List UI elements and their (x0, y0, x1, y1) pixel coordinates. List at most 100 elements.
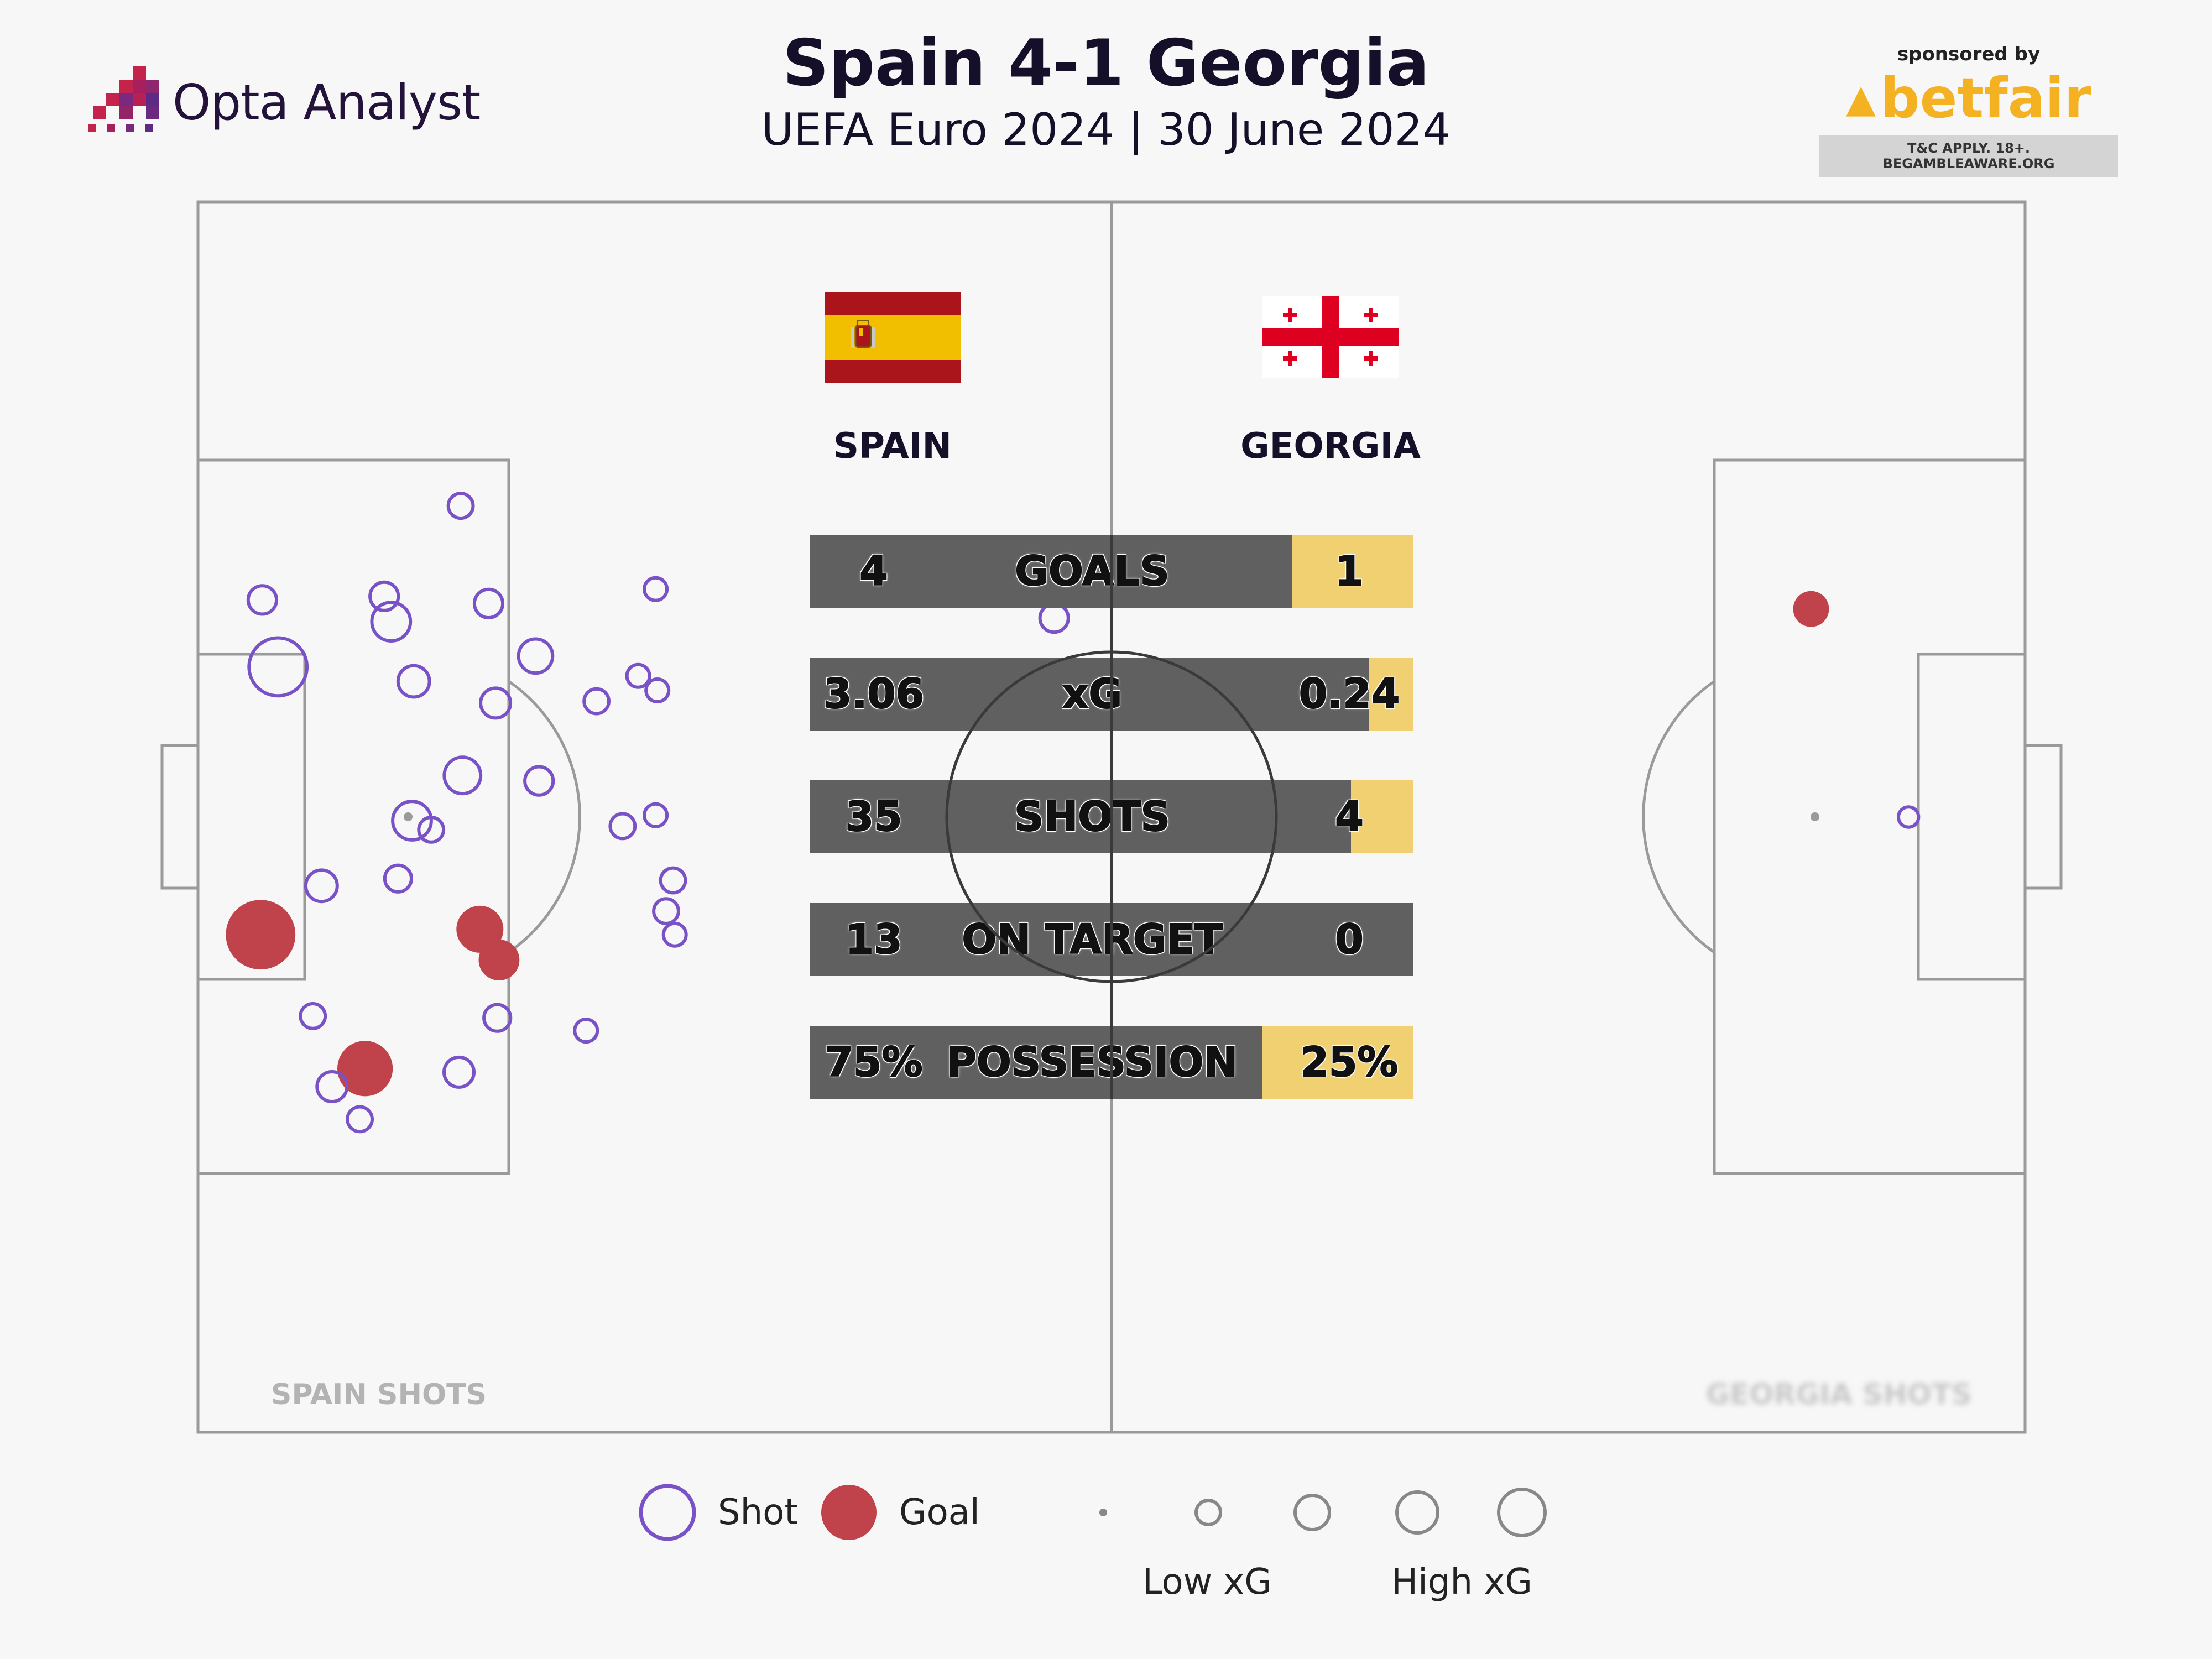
shot-marker (247, 636, 309, 698)
legend-goal-icon (821, 1485, 877, 1540)
shot-marker (625, 662, 651, 689)
shot-marker (573, 1018, 599, 1044)
goal-marker (337, 1041, 393, 1097)
stat-label: ON TARGET (961, 915, 1223, 964)
away-stat-value: 0 (1334, 915, 1364, 964)
stat-row-shots: 35 SHOTS 4 (810, 780, 1413, 853)
opta-logo-icon (88, 66, 159, 132)
stat-label: POSSESSION (946, 1038, 1239, 1087)
legend-high-xg: High xG (1391, 1562, 1532, 1603)
away-share-bar (1351, 780, 1413, 853)
shot-marker (1038, 602, 1070, 634)
stat-label: SHOTS (1014, 792, 1171, 841)
shot-marker (446, 492, 475, 520)
shot-marker (644, 677, 671, 703)
shot-marker (346, 1105, 374, 1134)
title-block: Spain 4-1 Georgia UEFA Euro 2024 | 30 Ju… (0, 28, 2212, 160)
spain-flag-icon (825, 292, 961, 383)
right-penalty-spot (1811, 812, 1819, 821)
away-stat-value: 1 (1334, 547, 1364, 596)
legend-xg-scale (1099, 1488, 1547, 1537)
sponsor-block: sponsored by ▲ betfair T&C APPLY. 18+. B… (1819, 43, 2118, 177)
xg-scale-large (1395, 1490, 1439, 1535)
shot-marker (661, 921, 688, 948)
home-stat-value: 3.06 (823, 670, 925, 718)
away-shots-label: GEORGIA SHOTS (1706, 1378, 1972, 1411)
away-team-name: GEORGIA (1240, 426, 1421, 467)
shot-marker (315, 1070, 349, 1103)
shot-marker (442, 755, 483, 796)
goal-marker (1793, 591, 1829, 627)
shot-marker (517, 637, 555, 675)
away-share-bar (1292, 535, 1413, 608)
home-stat-value: 13 (845, 915, 903, 964)
shot-marker (659, 866, 687, 895)
shot-marker (643, 802, 669, 828)
shot-marker (582, 687, 611, 716)
shot-marker (482, 1003, 513, 1033)
shot-marker (368, 580, 400, 612)
shot-marker (1897, 805, 1921, 829)
away-share-bar (1262, 1026, 1413, 1099)
shot-marker (304, 868, 339, 904)
left-goal (160, 744, 200, 890)
chart-title: Spain 4-1 Georgia (782, 26, 1430, 101)
left-penalty-spot (404, 812, 413, 821)
shot-marker (523, 765, 555, 797)
xg-scale-medium (1293, 1494, 1331, 1531)
betfair-arrow-icon: ▲ (1846, 76, 1876, 121)
shot-marker (608, 812, 637, 841)
legend-shot-label: Shot (718, 1492, 799, 1533)
shot-marker (299, 1002, 327, 1030)
stat-label: xG (1062, 670, 1123, 718)
shot-marker (383, 863, 414, 894)
shot-marker (442, 1055, 476, 1089)
brand-name: Opta Analyst (173, 74, 481, 131)
right-goal (2023, 744, 2063, 890)
brand-logo: Opta Analyst (88, 66, 481, 138)
home-team-name: SPAIN (833, 426, 952, 467)
sponsor-by-label: sponsored by (1897, 43, 2041, 65)
legend: Shot Goal Low xG High xG (0, 1482, 2212, 1626)
shot-marker (246, 584, 278, 616)
right-six-yard-box (1917, 653, 2027, 981)
stat-row-xg: 3.06 xG 0.24 (810, 658, 1413, 731)
stat-row-goals: 4 GOALS 1 (810, 535, 1413, 608)
shot-marker (370, 601, 413, 643)
stat-label: GOALS (1014, 547, 1170, 596)
goal-marker (226, 900, 296, 970)
shot-marker (652, 897, 680, 925)
xg-scale-small (1194, 1499, 1222, 1526)
georgia-flag-icon (1262, 296, 1399, 378)
sponsor-terms: T&C APPLY. 18+. BEGAMBLEAWARE.ORG (1819, 135, 2118, 177)
away-stat-value: 25% (1300, 1038, 1399, 1087)
legend-shot-icon (639, 1484, 696, 1541)
stat-row-possession: 75% POSSESSION 25% (810, 1026, 1413, 1099)
right-penalty-arc (1642, 680, 1715, 954)
home-shots-label: SPAIN SHOTS (271, 1378, 487, 1411)
sponsor-logo: ▲ betfair (1819, 65, 2118, 132)
legend-goal-label: Goal (899, 1492, 980, 1533)
shot-marker (391, 800, 433, 842)
xg-scale-tiny (1099, 1509, 1107, 1516)
shot-marker (472, 587, 505, 620)
shot-marker (643, 576, 669, 602)
home-stat-value: 75% (824, 1038, 923, 1087)
shot-marker (417, 816, 446, 844)
home-stat-value: 4 (859, 547, 889, 596)
right-penalty-box (1713, 458, 2027, 1175)
goal-marker (478, 940, 520, 980)
shot-marker (479, 686, 513, 720)
sponsor-name: betfair (1880, 66, 2091, 131)
left-penalty-arc (508, 680, 581, 954)
away-stat-value: 4 (1334, 792, 1364, 841)
stat-row-on-target: 13 ON TARGET 0 (810, 903, 1413, 976)
xg-scale-xlarge (1497, 1488, 1547, 1537)
legend-low-xg: Low xG (1142, 1562, 1272, 1603)
chart-subtitle: UEFA Euro 2024 | 30 June 2024 (761, 104, 1451, 155)
away-stat-value: 0.24 (1298, 670, 1401, 718)
away-share-bar (1369, 658, 1413, 731)
home-stat-value: 35 (845, 792, 903, 841)
shot-marker (396, 664, 431, 699)
